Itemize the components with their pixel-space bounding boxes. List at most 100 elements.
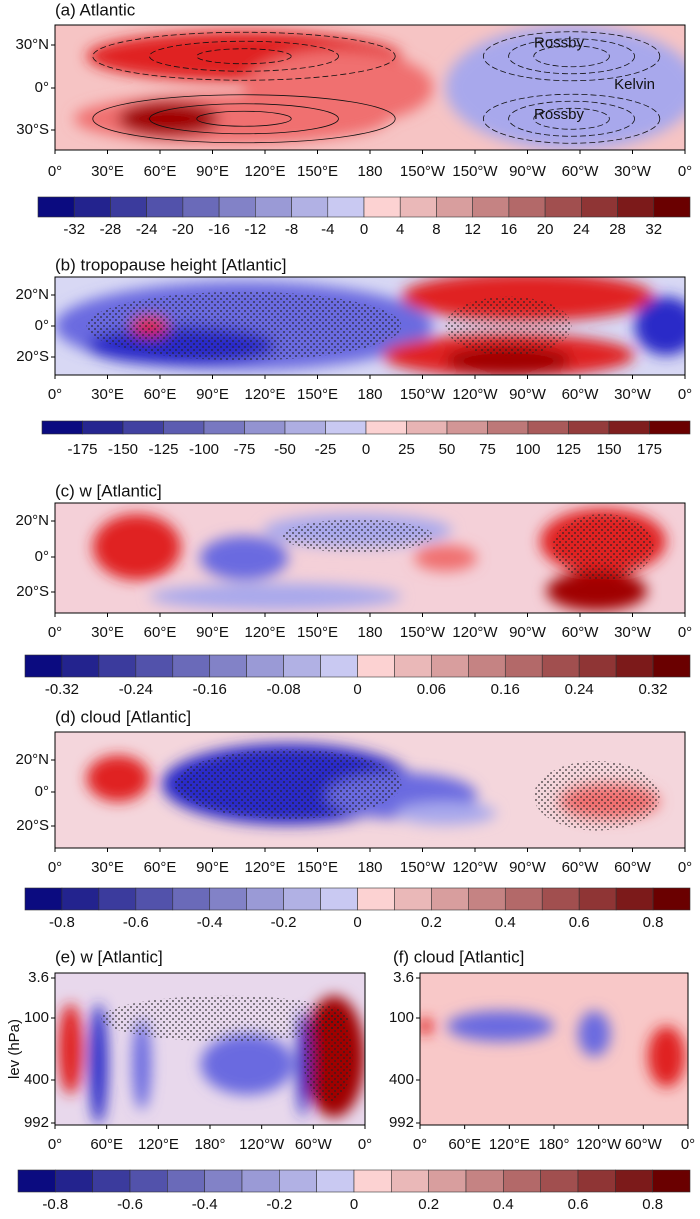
field-blob: [445, 345, 572, 375]
stippling: [303, 1011, 353, 1103]
x-tick-label: 150°W: [452, 163, 498, 180]
colorbar-box: [203, 420, 245, 435]
y-tick-label: 0°: [35, 548, 49, 565]
field-blobs: [420, 1010, 686, 1087]
colorbar-box: [37, 196, 75, 218]
colorbar-label: 32: [645, 221, 662, 238]
field-blob: [578, 1011, 611, 1057]
colorbar-label: 150: [596, 441, 621, 458]
y-axis-label: lev (hPa): [6, 1019, 23, 1079]
colorbar-label: -125: [148, 441, 178, 458]
colorbar-box: [508, 196, 546, 218]
colorbar-box: [394, 887, 432, 911]
annotation: Kelvin: [614, 76, 655, 93]
field-blob: [395, 801, 496, 825]
map-field: [420, 973, 688, 1125]
colorbar-label: -75: [234, 441, 256, 458]
x-tick-label: 120°W: [452, 624, 498, 641]
stippling: [101, 995, 350, 1042]
x-tick-label: 150°W: [400, 624, 446, 641]
x-tick-label: 60°E: [448, 1136, 481, 1153]
colorbar-box: [41, 420, 83, 435]
colorbar-box: [399, 196, 437, 218]
colorbar-box: [568, 420, 610, 435]
stippling: [174, 749, 402, 819]
colorbar-label: 0.6: [568, 1196, 589, 1213]
colorbar-box: [577, 1169, 616, 1193]
colorbar-box: [61, 654, 100, 678]
colorbar-box: [291, 196, 329, 218]
x-tick-label: 60°E: [144, 386, 177, 403]
colorbar-label: 12: [464, 221, 481, 238]
colorbar-label: -32: [63, 221, 85, 238]
y-tick-label: 400: [24, 1071, 49, 1088]
x-tick-label: 0°: [48, 624, 62, 641]
colorbar-label: -0.8: [49, 914, 75, 931]
x-tick-label: 180: [357, 386, 382, 403]
x-tick-label: 60°W: [562, 163, 600, 180]
colorbar-box: [615, 887, 654, 911]
x-tick-label: 0°: [48, 386, 62, 403]
colorbar-label: 24: [573, 221, 590, 238]
contour: [482, 93, 661, 144]
x-tick-label: 30°W: [614, 624, 652, 641]
panel-title: (d) cloud [Atlantic]: [55, 707, 191, 726]
x-tick-label: 90°W: [509, 386, 547, 403]
colorbar-label: -0.4: [192, 1196, 218, 1213]
x-tick-label: 30°E: [91, 859, 124, 876]
colorbar-box: [316, 1169, 355, 1193]
x-tick-label: 90°E: [196, 386, 229, 403]
colorbar-label: 25: [398, 441, 415, 458]
colorbar-label: -0.32: [45, 681, 79, 698]
x-tick-label: 180: [357, 624, 382, 641]
x-tick-label: 0°: [413, 1136, 427, 1153]
x-tick-label: 0°: [681, 1136, 695, 1153]
field-blob: [420, 1018, 434, 1034]
colorbar-label: 100: [515, 441, 540, 458]
colorbar-label: -16: [208, 221, 230, 238]
colorbar-label: 0: [360, 221, 368, 238]
colorbar-label: -0.2: [271, 914, 297, 931]
field-blob: [86, 755, 150, 802]
colorbar-box: [320, 887, 358, 911]
x-tick-label: 0°: [48, 163, 62, 180]
colorbar-box: [246, 887, 284, 911]
x-tick-label: 30°W: [614, 163, 652, 180]
x-tick-label: 120°E: [244, 624, 285, 641]
panel-title: (c) w [Atlantic]: [55, 481, 162, 500]
field-blob: [132, 1018, 152, 1110]
x-tick-label: 150°E: [297, 624, 338, 641]
y-tick-label: 20°N: [15, 512, 49, 529]
colorbar-box: [608, 420, 650, 435]
colorbar-box: [431, 887, 469, 911]
y-tick-label: 20°N: [15, 286, 49, 303]
stippling: [533, 761, 660, 831]
colorbar-label: 75: [479, 441, 496, 458]
panel-title: (b) tropopause height [Atlantic]: [55, 255, 287, 274]
colorbar-box: [544, 196, 582, 218]
map-field: [55, 973, 365, 1125]
x-tick-label: 60°W: [625, 1136, 663, 1153]
colorbar-box: [487, 420, 529, 435]
x-tick-label: 150°E: [297, 163, 338, 180]
colorbar-label: -4: [321, 221, 334, 238]
x-tick-label: 150°W: [400, 859, 446, 876]
map-field: [55, 277, 685, 375]
colorbar-box: [541, 887, 580, 911]
x-tick-label: 90°W: [509, 859, 547, 876]
colorbar-box: [218, 196, 256, 218]
colorbar-label: 4: [396, 221, 404, 238]
colorbar-label: -50: [274, 441, 296, 458]
colorbar-label: -28: [100, 221, 122, 238]
colorbar-box: [122, 420, 164, 435]
contour: [149, 103, 339, 135]
colorbar-label: 0: [362, 441, 370, 458]
contour: [149, 40, 339, 72]
annotation: Rossby: [534, 35, 585, 52]
stippling: [281, 519, 433, 553]
annotation: Rossby: [534, 106, 585, 123]
x-tick-label: 90°W: [509, 163, 547, 180]
colorbar-box: [163, 420, 205, 435]
colorbar-box: [320, 654, 358, 678]
colorbar-label: -100: [189, 441, 219, 458]
